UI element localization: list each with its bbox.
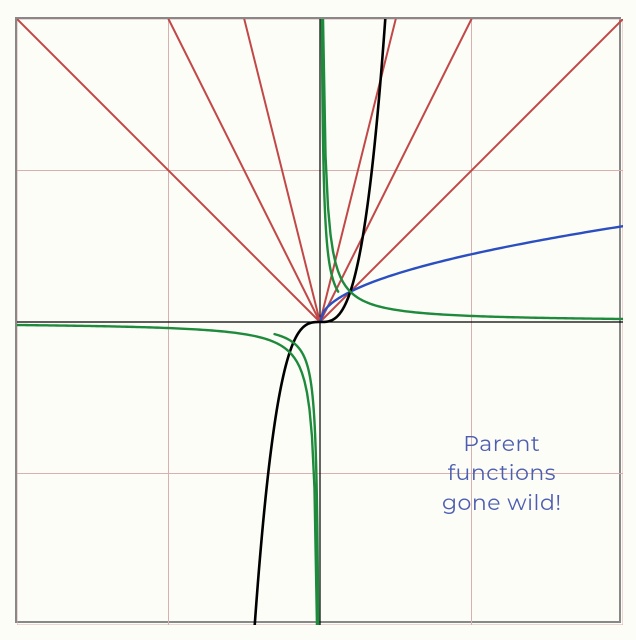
annotation-line: gone wild! (422, 488, 582, 518)
series-reciprocal-vert (275, 334, 319, 625)
annotation-line: Parent (422, 429, 582, 459)
annotation-text: Parentfunctionsgone wild! (422, 429, 582, 518)
series-reciprocal (17, 325, 317, 625)
chart-svg (17, 19, 623, 625)
plot-area: Parentfunctionsgone wild! (15, 17, 621, 623)
annotation-line: functions (422, 458, 582, 488)
